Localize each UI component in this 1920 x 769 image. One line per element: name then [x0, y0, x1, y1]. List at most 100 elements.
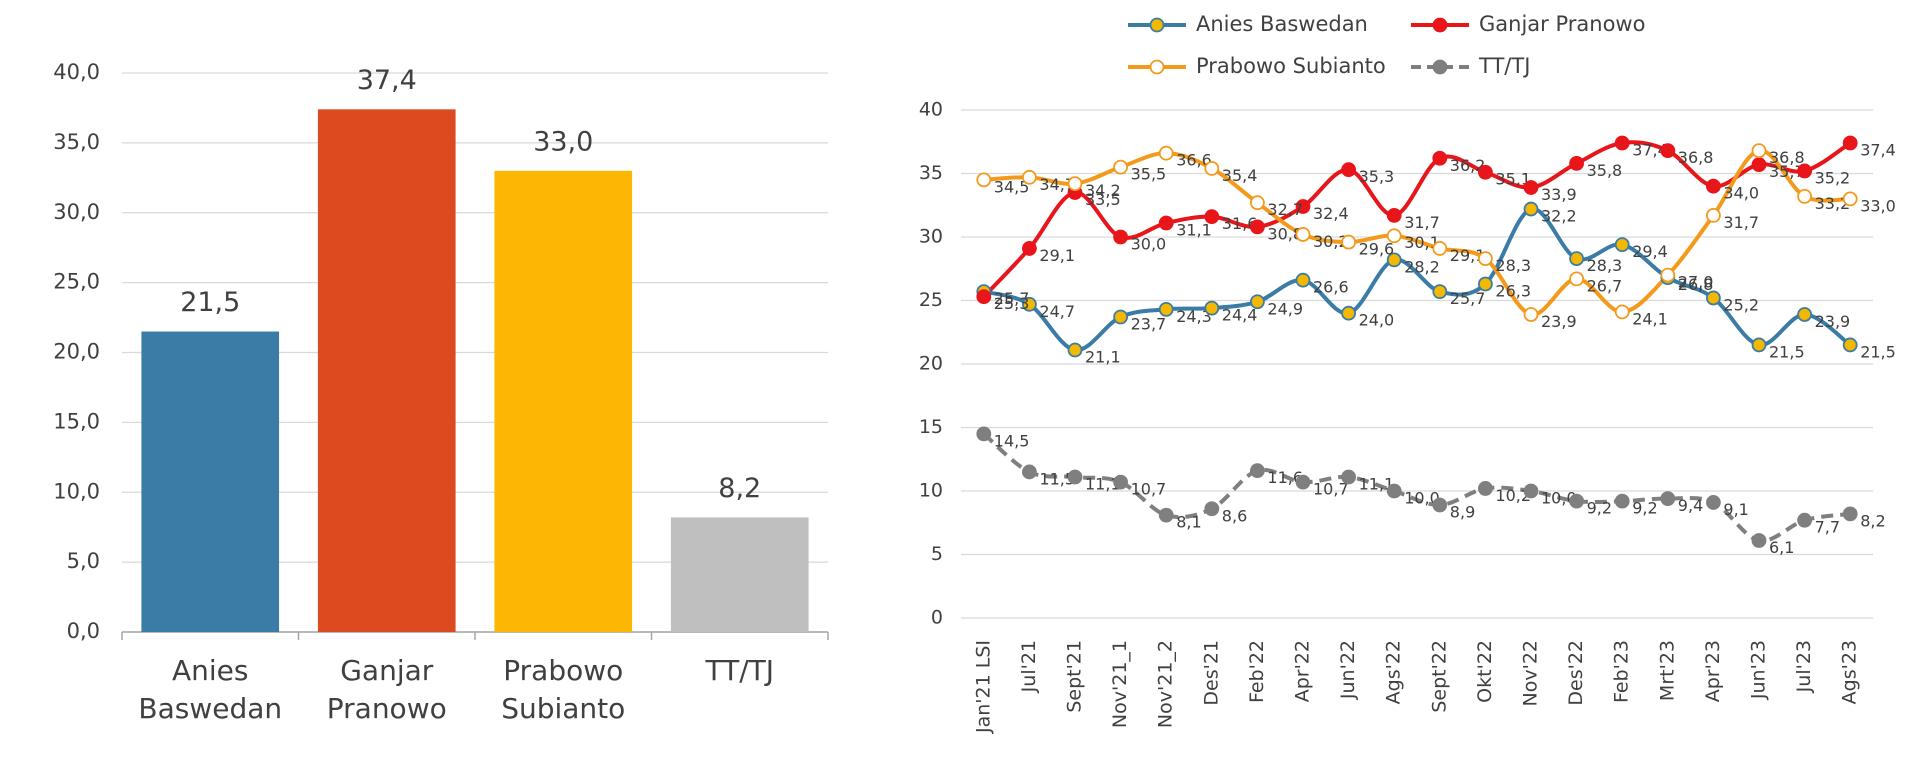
value-label: 23,9: [1541, 312, 1577, 331]
value-label: 31,7: [1404, 213, 1440, 232]
marker: [1341, 469, 1356, 485]
marker: [1432, 241, 1448, 256]
value-label: 10,7: [1131, 480, 1167, 499]
marker: [1204, 501, 1220, 517]
marker: [1478, 251, 1493, 266]
value-label: 27,0: [1678, 273, 1714, 292]
value-label: 21,1: [1085, 348, 1121, 367]
value-label: 30,0: [1131, 235, 1167, 254]
marker: [1797, 163, 1812, 179]
y-tick-label: 30,0: [53, 200, 100, 224]
x-tick-label: Jun'22: [1337, 640, 1359, 700]
marker: [1295, 272, 1311, 288]
marker: [1797, 188, 1812, 204]
value-label: 32,7: [1267, 200, 1303, 219]
marker: [1660, 267, 1676, 283]
value-label: 21,5: [1860, 342, 1896, 361]
value-label: 11,1: [1085, 475, 1121, 494]
value-label: 33,0: [533, 126, 593, 157]
x-tick-label: Nov'21_2: [1155, 640, 1177, 728]
x-tick-label: Des'21: [1200, 640, 1222, 706]
value-label: 28,3: [1587, 256, 1623, 275]
value-label: 25,7: [994, 289, 1030, 308]
x-tick-label: Sept'21: [1064, 640, 1086, 713]
marker: [1569, 271, 1584, 287]
marker: [1386, 483, 1402, 499]
value-label: 36,8: [1678, 148, 1714, 167]
legend-label: Ganjar Pranowo: [1479, 12, 1645, 36]
x-tick-label: Feb'22: [1246, 640, 1268, 703]
y-tick-label: 35,0: [53, 130, 100, 154]
x-tick-label: Ags'22: [1383, 640, 1405, 704]
value-label: 33,9: [1541, 185, 1577, 204]
value-label: 24,9: [1267, 299, 1303, 318]
marker: [1204, 300, 1220, 316]
x-tick-label: Anies Baswedan: [138, 654, 282, 725]
marker: [1751, 157, 1767, 173]
marker: [1432, 497, 1448, 513]
legend-marker: [1432, 17, 1448, 33]
marker: [1842, 191, 1858, 207]
value-label: 33,0: [1860, 196, 1896, 215]
value-label: 29,1: [1450, 246, 1486, 265]
x-tick-label: Nov'22: [1520, 640, 1542, 706]
value-label: 6,1: [1769, 538, 1794, 557]
x-tick-label: Prabowo Subianto: [501, 654, 625, 725]
value-label: 32,4: [1313, 204, 1349, 223]
marker: [1842, 135, 1858, 151]
value-label: 26,7: [1587, 276, 1623, 295]
marker: [1113, 474, 1128, 490]
marker: [1797, 512, 1812, 528]
value-label: 35,3: [1359, 167, 1395, 186]
value-label: 35,5: [1131, 165, 1167, 184]
value-label: 30,2: [1313, 232, 1349, 251]
value-label: 11,6: [1267, 468, 1303, 487]
marker: [1842, 506, 1858, 522]
value-label: 9,1: [1723, 500, 1748, 519]
marker: [1204, 161, 1220, 176]
x-tick-label: Jun'23: [1748, 640, 1770, 700]
y-tick-label: 15: [919, 416, 943, 438]
marker: [1478, 276, 1493, 292]
marker: [1113, 309, 1128, 325]
marker: [1113, 159, 1128, 175]
marker: [1204, 209, 1220, 225]
value-label: 34,2: [1085, 181, 1121, 200]
x-tick-label: Sept'22: [1428, 640, 1450, 713]
value-label: 26,6: [1313, 278, 1349, 297]
marker: [1250, 195, 1265, 211]
value-label: 10,7: [1313, 480, 1349, 499]
value-label: 37,4: [357, 65, 417, 96]
value-label: 24,1: [1632, 309, 1668, 328]
y-tick-label: 5: [931, 543, 943, 565]
value-label: 8,2: [1860, 511, 1885, 530]
marker: [1523, 483, 1539, 499]
y-tick-label: 40: [919, 99, 943, 121]
marker: [1022, 296, 1037, 312]
y-tick-label: 10,0: [53, 479, 100, 503]
marker: [1022, 169, 1037, 185]
y-tick-label: 30: [919, 226, 943, 248]
value-label: 34,0: [1723, 184, 1759, 203]
value-label: 21,5: [1769, 342, 1805, 361]
x-tick-label: Jan'21 LSI: [972, 640, 994, 734]
value-label: 35,8: [1587, 161, 1623, 180]
y-tick-label: 25: [919, 289, 943, 311]
value-label: 8,2: [718, 473, 761, 504]
value-label: 10,0: [1541, 489, 1577, 508]
x-tick-label: Ganjar Pranowo: [327, 654, 447, 725]
marker: [1250, 294, 1265, 310]
value-label: 29,1: [1039, 246, 1075, 265]
x-tick-label: Apr'23: [1702, 640, 1724, 702]
value-label: 8,1: [1176, 513, 1201, 532]
value-label: 36,2: [1450, 156, 1486, 175]
value-label: 28,3: [1495, 256, 1531, 275]
y-tick-label: 35: [919, 162, 943, 184]
value-label: 33,2: [1815, 194, 1851, 213]
marker: [1386, 252, 1402, 268]
value-label: 37,4: [1860, 141, 1896, 160]
marker: [1386, 208, 1402, 223]
marker: [1022, 241, 1037, 256]
